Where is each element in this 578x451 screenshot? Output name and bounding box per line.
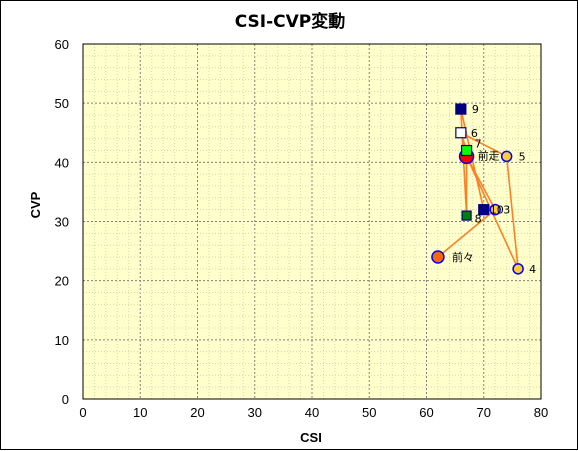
y-tick-label: 0: [62, 392, 69, 407]
data-point-marker: [431, 250, 445, 264]
x-tick-label: 60: [419, 405, 433, 420]
data-point-label: 前々: [452, 250, 474, 264]
y-tick-label: 20: [55, 274, 69, 289]
x-tick-label: 10: [133, 405, 147, 420]
data-point-marker: [489, 203, 501, 216]
data-point-label: 5: [519, 150, 526, 163]
x-tick-label: 20: [190, 405, 204, 420]
data-point-label: 7: [475, 138, 482, 151]
x-tick-label: 40: [305, 405, 319, 420]
data-point-label: 8: [475, 213, 482, 226]
point-labels: 前々 前走 4 5 67 8 9 10 3: [452, 103, 536, 276]
y-tick-label: 50: [55, 96, 69, 111]
series-markers: [431, 103, 524, 275]
chart-title: CSI-CVP変動: [235, 11, 346, 32]
data-point-label: 9: [472, 103, 479, 116]
data-point-marker: [478, 204, 490, 216]
y-tick-label: 10: [55, 333, 69, 348]
data-point-marker: [500, 150, 513, 163]
y-axis-label: CVP: [28, 191, 43, 218]
plot-border: [82, 43, 542, 400]
data-point-label: 4: [529, 263, 536, 276]
data-point-marker: [455, 127, 467, 139]
data-point-label: 10: [490, 204, 504, 217]
x-tick-label: 80: [534, 405, 548, 420]
x-axis-label: CSI: [300, 430, 322, 445]
x-tick-label: 70: [477, 405, 491, 420]
data-point-marker: [461, 210, 472, 221]
y-tick-label: 60: [55, 37, 69, 52]
data-point-label: 6: [471, 127, 478, 140]
x-tick-label: 30: [248, 405, 262, 420]
x-tick-label: 50: [362, 405, 376, 420]
data-point-label: 3: [503, 204, 510, 217]
x-tick-label: 0: [79, 405, 86, 420]
data-point-marker: [460, 144, 473, 157]
x-axis-ticks: 0 10 20 30 40 50 60 70 80: [79, 405, 548, 420]
data-point-marker: [512, 263, 524, 275]
data-point-label: 前走: [478, 148, 500, 162]
y-axis-ticks: 0 10 20 30 40 50 60: [55, 37, 69, 407]
y-tick-label: 40: [55, 155, 69, 170]
y-tick-label: 30: [55, 215, 69, 230]
data-point-marker: [455, 103, 467, 115]
grid-lines: [82, 43, 542, 400]
